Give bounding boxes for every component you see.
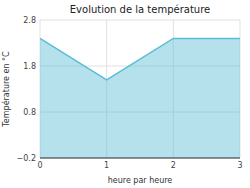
y-tick-label: −0.2 bbox=[17, 154, 36, 163]
x-tick-label: 1 bbox=[104, 161, 109, 170]
title: Evolution de la température bbox=[70, 4, 210, 15]
x-tick-label: 0 bbox=[37, 161, 42, 170]
y-tick-label: 0.8 bbox=[23, 108, 36, 117]
grid-line bbox=[40, 158, 240, 159]
chart: −0.2 0.8 1.8 2.8 0 1 2 3 Evolution de la tempéra… bbox=[0, 0, 250, 188]
y-tick-label: 1.8 bbox=[23, 62, 36, 71]
grid bbox=[40, 20, 240, 158]
grid-line bbox=[40, 20, 240, 21]
x-tick-label: 2 bbox=[171, 161, 176, 170]
y-axis-label: Température en °C bbox=[1, 51, 11, 128]
plot-area bbox=[40, 38, 240, 158]
y-tick-label: 2.8 bbox=[23, 16, 36, 25]
x-axis-line bbox=[40, 158, 240, 159]
x-axis-label: heure par heure bbox=[108, 176, 173, 185]
x-tick-label: 3 bbox=[237, 161, 242, 170]
chart-container: −0.2 0.8 1.8 2.8 0 1 2 3 Evolution de la tempéra… bbox=[0, 0, 250, 188]
area-fill bbox=[40, 38, 240, 158]
area-line bbox=[40, 38, 240, 79]
